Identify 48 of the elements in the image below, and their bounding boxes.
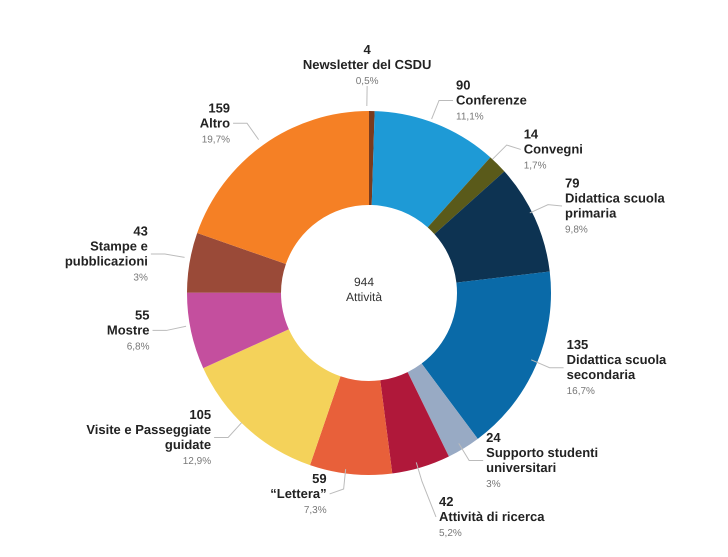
donut-slice [380, 372, 449, 474]
slice-label: Visite e Passeggiate guidate [86, 422, 212, 452]
text: Attività [346, 290, 382, 304]
data-label: 90 [456, 77, 470, 92]
text: 1,7% [524, 160, 546, 172]
slice-label: Conferenze [456, 92, 527, 108]
donut-slice [372, 111, 490, 228]
text: 5,2% [439, 528, 462, 539]
text: 7,3% [304, 504, 327, 516]
data-label: 42 [439, 494, 454, 509]
data-label: 79 [565, 175, 580, 190]
slice-label: Mostre [106, 322, 150, 338]
slice-label: Altro [200, 115, 230, 130]
slice-label: Attività di ricerca [439, 508, 546, 524]
text: 6,8% [126, 341, 150, 352]
donut-slice [428, 157, 504, 234]
data-label: 59 [312, 470, 327, 486]
data-label: 159 [208, 100, 230, 116]
slice-label: Supporto studenti universitari [486, 444, 598, 475]
donut-slice [408, 364, 478, 457]
slice-label: Didattica scuola secondaria [566, 352, 668, 382]
donut-slice [197, 111, 369, 264]
slice-label: Didattica scuola primaria [565, 190, 666, 220]
text: 944 [354, 275, 374, 289]
donut-slice [187, 292, 289, 368]
slice-label: “Lettera” [270, 486, 327, 501]
data-label: 4 [364, 42, 372, 58]
slice-label: Stampe e pubblicazioni [64, 238, 148, 269]
slice-label: Convegni [524, 141, 583, 156]
text: 11,1% [456, 111, 484, 122]
text: 9,8% [565, 224, 588, 236]
text: 0,5% [356, 76, 379, 88]
data-label: 14 [524, 126, 539, 142]
donut-slice [369, 111, 375, 206]
text: 19,7% [202, 134, 230, 146]
slice-label: Newsletter del CSDU [302, 57, 432, 72]
donut-slice [187, 233, 286, 293]
text: 3% [486, 478, 501, 490]
data-label: 55 [135, 307, 150, 322]
data-label: 24 [486, 430, 502, 445]
text: 3% [133, 272, 148, 284]
text: 12,9% [182, 456, 212, 467]
donut-slice [310, 376, 392, 475]
text: 16,7% [566, 386, 595, 398]
data-label: 105 [189, 406, 212, 422]
donut-slice [434, 171, 550, 283]
data-label: 135 [566, 337, 588, 352]
data-label: 43 [133, 224, 148, 239]
